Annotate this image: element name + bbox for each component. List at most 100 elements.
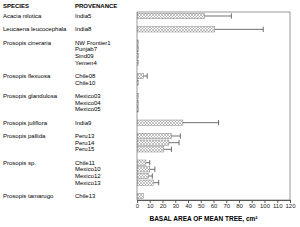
chart: SPECIES PROVENANCE Acacia nilotica India5 Le…: [0, 0, 300, 227]
category-label: Mexico10: [75, 166, 101, 172]
bar: [137, 180, 154, 185]
tick-label: 30: [172, 203, 179, 209]
tick-label: 20: [160, 203, 167, 209]
category-label: Mexico12: [75, 173, 101, 179]
species-label: Leucaena leucocephala: [3, 26, 67, 32]
error-cap: [158, 180, 159, 185]
tick: 50: [198, 200, 205, 209]
category-label: Sind09: [75, 53, 94, 59]
category-label: Peru15: [75, 146, 95, 152]
tick: 90: [249, 200, 256, 209]
species-label: Prosopis pallida: [3, 133, 46, 139]
tick: 60: [211, 200, 218, 209]
species-label: Acacia nilotica: [3, 13, 42, 19]
x-axis: 0 10 20 30 40 50 60 70 80 90 100110120: [136, 200, 296, 209]
tick: 40: [185, 200, 192, 209]
tick: 10: [147, 200, 154, 209]
species-label: Prosopis sp.: [3, 160, 36, 166]
bar: [137, 193, 143, 198]
error-cap: [179, 140, 180, 145]
category-label: Chile08: [75, 73, 96, 79]
bar: [137, 133, 171, 138]
category-label: Mexico04: [75, 100, 101, 106]
error-line: [143, 76, 147, 77]
error-bar: [164, 147, 172, 152]
tick: 20: [160, 200, 167, 209]
error-cap: [263, 27, 264, 32]
tick-label: 90: [249, 203, 256, 209]
category-label: NW Frontier1: [75, 40, 111, 46]
category-label: Chile10: [75, 80, 96, 86]
error-cap: [180, 133, 181, 138]
error-cap: [171, 147, 172, 152]
bar: [137, 120, 183, 125]
species-label: Prosopis juliflora: [3, 120, 48, 126]
error-line: [154, 182, 159, 183]
tick: 120: [285, 200, 296, 209]
tick-label: 0: [136, 203, 140, 209]
category-label: Mexico13: [75, 180, 101, 186]
error-bar: [215, 27, 263, 32]
error-bar: [148, 173, 152, 178]
category-label: Chile11: [75, 160, 96, 166]
tick: 30: [172, 200, 179, 209]
tick: 0: [136, 200, 140, 209]
tick-label: 70: [223, 203, 230, 209]
plot-frame: [137, 12, 290, 200]
bar: [137, 27, 215, 32]
error-bar: [150, 167, 155, 172]
error-bar: [143, 73, 147, 78]
error-line: [205, 16, 232, 17]
tick: 100: [260, 200, 271, 209]
error-line: [150, 169, 155, 170]
error-cap: [218, 120, 219, 125]
error-bar: [183, 120, 219, 125]
error-cap: [231, 13, 232, 18]
tick: 80: [236, 200, 243, 209]
error-cap: [149, 160, 150, 165]
category-label: India5: [75, 13, 92, 19]
tick-label: 50: [198, 203, 205, 209]
x-label: BASAL AREA OF MEAN TREE, cm²: [149, 215, 258, 223]
category-label: India9: [75, 120, 92, 126]
tick-label: 40: [185, 203, 192, 209]
bar: [137, 160, 146, 165]
error-bar: [171, 133, 180, 138]
category-label: Peru14: [75, 140, 95, 146]
tick: 110: [273, 200, 283, 209]
error-bar: [169, 140, 179, 145]
bar: [137, 73, 143, 78]
error-line: [183, 122, 219, 123]
group-title: SPECIES: [3, 3, 29, 9]
error-line: [215, 29, 263, 30]
error-line: [171, 136, 180, 137]
species-label: Prosopis flexuosa: [3, 73, 51, 79]
error-cap: [152, 173, 153, 178]
tick: 70: [223, 200, 230, 209]
tick-label: 100: [260, 203, 271, 209]
category-label: Punjab7: [75, 46, 98, 52]
error-bar: [154, 180, 159, 185]
error-bar: [146, 160, 150, 165]
bar: [137, 140, 169, 145]
species-label: Prosopis glandulosa: [3, 93, 58, 99]
species-label: Prosopis tamarugo: [3, 193, 54, 199]
bar: [137, 167, 150, 172]
bar: [137, 147, 164, 152]
error-line: [148, 176, 152, 177]
labels: Acacia nilotica India5 Leucaena leucocepha…: [3, 13, 111, 199]
bar: [137, 13, 205, 18]
category-label: Peru13: [75, 133, 95, 139]
category-label: Mexico03: [75, 93, 101, 99]
tick-label: 10: [147, 203, 154, 209]
tick-label: 80: [236, 203, 243, 209]
error-line: [169, 142, 179, 143]
error-line: [146, 162, 150, 163]
category-label: Chile13: [75, 193, 96, 199]
category-label: Yemen4: [75, 60, 97, 66]
error-bar: [205, 13, 232, 18]
category-label: India8: [75, 26, 92, 32]
y-label: PROVENANCE: [75, 3, 117, 9]
tick-label: 120: [285, 203, 296, 209]
bar: [137, 173, 148, 178]
